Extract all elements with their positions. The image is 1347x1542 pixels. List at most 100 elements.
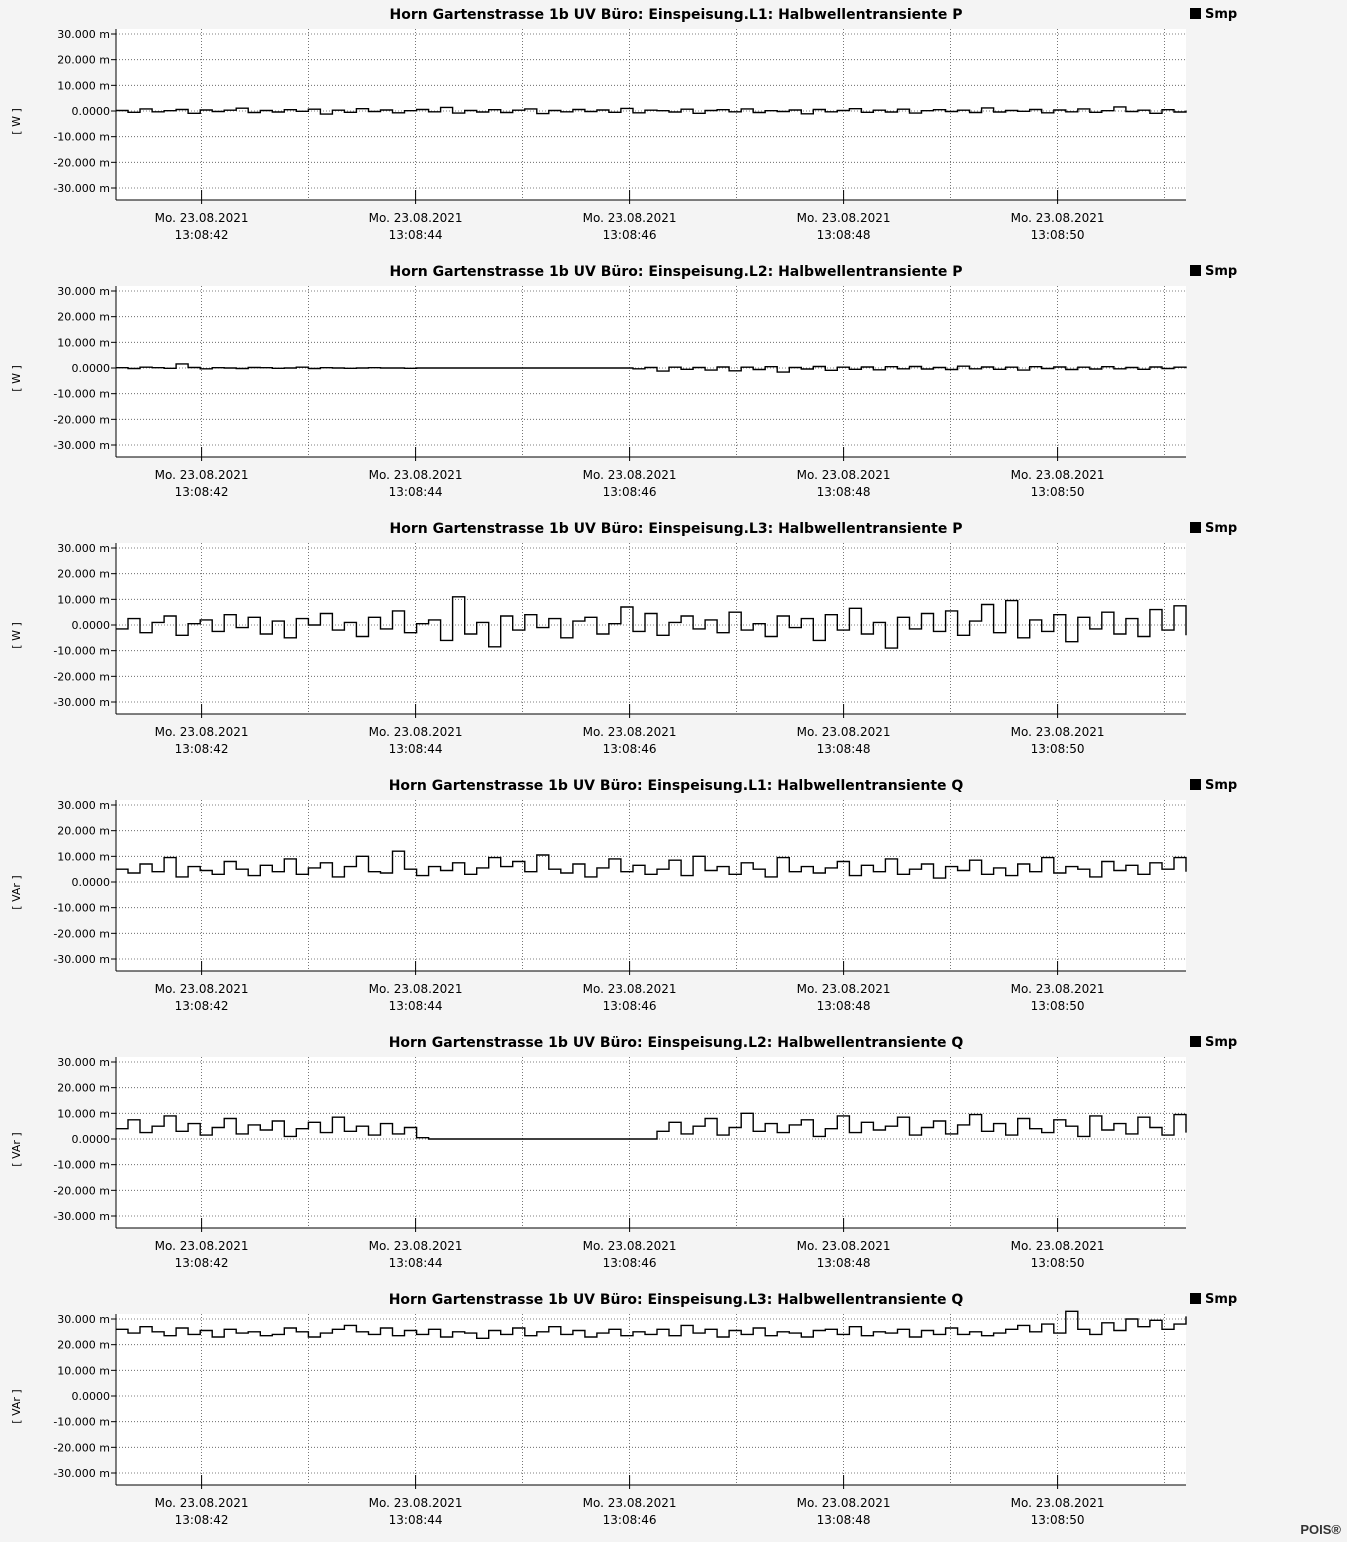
x-tick-date: Mo. 23.08.2021 bbox=[583, 982, 677, 996]
x-tick-time: 13:08:46 bbox=[603, 485, 657, 499]
y-axis-label: [ W ] bbox=[10, 365, 23, 391]
x-tick-time: 13:08:46 bbox=[603, 228, 657, 242]
x-tick-date: Mo. 23.08.2021 bbox=[583, 468, 677, 482]
y-tick-label: 20.000 m bbox=[57, 1082, 110, 1095]
x-tick-time: 13:08:44 bbox=[389, 228, 443, 242]
series-line bbox=[116, 1112, 1187, 1140]
x-tick-date: Mo. 23.08.2021 bbox=[583, 725, 677, 739]
chart-panel: Horn Gartenstrasse 1b UV Büro: Einspeisu… bbox=[0, 257, 1347, 514]
x-tick-time: 13:08:42 bbox=[175, 999, 229, 1013]
chart-title: Horn Gartenstrasse 1b UV Büro: Einspeisu… bbox=[389, 1292, 964, 1308]
x-tick-time: 13:08:46 bbox=[603, 1513, 657, 1527]
x-tick-date: Mo. 23.08.2021 bbox=[797, 1496, 891, 1510]
x-tick-date: Mo. 23.08.2021 bbox=[155, 211, 249, 225]
plot-area bbox=[116, 286, 1186, 457]
plot-area bbox=[116, 543, 1186, 714]
y-tick-label: -10.000 m bbox=[53, 902, 110, 915]
y-tick-label: 0.0000 bbox=[72, 1133, 111, 1146]
x-tick-date: Mo. 23.08.2021 bbox=[369, 725, 463, 739]
x-tick-date: Mo. 23.08.2021 bbox=[583, 1239, 677, 1253]
legend-label: Smp bbox=[1205, 1292, 1237, 1307]
legend-swatch bbox=[1190, 265, 1201, 276]
chart-title: Horn Gartenstrasse 1b UV Büro: Einspeisu… bbox=[389, 778, 964, 794]
chart-panel: Horn Gartenstrasse 1b UV Büro: Einspeisu… bbox=[0, 771, 1347, 1028]
y-tick-label: 30.000 m bbox=[57, 1056, 110, 1069]
y-tick-label: 10.000 m bbox=[57, 1107, 110, 1120]
chart-panel: Horn Gartenstrasse 1b UV Büro: Einspeisu… bbox=[0, 1028, 1347, 1285]
y-tick-label: 30.000 m bbox=[57, 542, 110, 555]
chart-title: Horn Gartenstrasse 1b UV Büro: Einspeisu… bbox=[390, 521, 963, 537]
x-tick-time: 13:08:42 bbox=[175, 485, 229, 499]
x-tick-date: Mo. 23.08.2021 bbox=[155, 468, 249, 482]
x-tick-date: Mo. 23.08.2021 bbox=[369, 982, 463, 996]
x-tick-time: 13:08:48 bbox=[817, 999, 871, 1013]
y-tick-label: 30.000 m bbox=[57, 285, 110, 298]
x-tick-date: Mo. 23.08.2021 bbox=[369, 211, 463, 225]
chart-panel: Horn Gartenstrasse 1b UV Büro: Einspeisu… bbox=[0, 1285, 1347, 1542]
y-tick-label: -10.000 m bbox=[53, 388, 110, 401]
legend-label: Smp bbox=[1205, 778, 1237, 793]
x-tick-date: Mo. 23.08.2021 bbox=[369, 1496, 463, 1510]
chart-svg: Horn Gartenstrasse 1b UV Büro: Einspeisu… bbox=[10, 1292, 1237, 1527]
legend-swatch bbox=[1190, 1293, 1201, 1304]
x-tick-time: 13:08:42 bbox=[175, 228, 229, 242]
x-tick-time: 13:08:42 bbox=[175, 1256, 229, 1270]
y-tick-label: 0.0000 bbox=[72, 876, 111, 889]
legend-swatch bbox=[1190, 522, 1201, 533]
x-tick-date: Mo. 23.08.2021 bbox=[797, 468, 891, 482]
x-tick-date: Mo. 23.08.2021 bbox=[1011, 982, 1105, 996]
series-line bbox=[116, 363, 1187, 373]
x-tick-time: 13:08:44 bbox=[389, 999, 443, 1013]
chart-svg: Horn Gartenstrasse 1b UV Büro: Einspeisu… bbox=[10, 264, 1237, 499]
x-tick-time: 13:08:48 bbox=[817, 742, 871, 756]
x-tick-time: 13:08:50 bbox=[1031, 1256, 1085, 1270]
x-tick-date: Mo. 23.08.2021 bbox=[369, 468, 463, 482]
y-tick-label: 0.0000 bbox=[72, 362, 111, 375]
y-tick-label: -30.000 m bbox=[53, 953, 110, 966]
y-axis-label: [ VAr ] bbox=[10, 1389, 23, 1423]
chart-panel: Horn Gartenstrasse 1b UV Büro: Einspeisu… bbox=[0, 0, 1347, 257]
y-tick-label: 10.000 m bbox=[57, 79, 110, 92]
x-tick-time: 13:08:48 bbox=[817, 228, 871, 242]
x-tick-time: 13:08:50 bbox=[1031, 228, 1085, 242]
brand-label: POIS® bbox=[1300, 1522, 1341, 1537]
x-tick-time: 13:08:48 bbox=[817, 485, 871, 499]
x-tick-date: Mo. 23.08.2021 bbox=[797, 1239, 891, 1253]
y-tick-label: 20.000 m bbox=[57, 54, 110, 67]
series-line bbox=[116, 106, 1187, 115]
x-tick-time: 13:08:42 bbox=[175, 742, 229, 756]
x-tick-time: 13:08:46 bbox=[603, 999, 657, 1013]
x-tick-date: Mo. 23.08.2021 bbox=[1011, 211, 1105, 225]
legend-label: Smp bbox=[1205, 7, 1237, 22]
y-tick-label: 0.0000 bbox=[72, 1390, 111, 1403]
y-tick-label: -30.000 m bbox=[53, 696, 110, 709]
chart-title: Horn Gartenstrasse 1b UV Büro: Einspeisu… bbox=[389, 1035, 964, 1051]
series-line bbox=[116, 1310, 1187, 1339]
y-axis-label: [ VAr ] bbox=[10, 1132, 23, 1166]
x-tick-date: Mo. 23.08.2021 bbox=[797, 211, 891, 225]
legend-label: Smp bbox=[1205, 264, 1237, 279]
x-tick-date: Mo. 23.08.2021 bbox=[1011, 1239, 1105, 1253]
y-tick-label: 20.000 m bbox=[57, 1339, 110, 1352]
x-tick-date: Mo. 23.08.2021 bbox=[1011, 468, 1105, 482]
chart-svg: Horn Gartenstrasse 1b UV Büro: Einspeisu… bbox=[10, 7, 1237, 242]
y-tick-label: -20.000 m bbox=[53, 927, 110, 940]
y-tick-label: 0.0000 bbox=[72, 105, 111, 118]
legend-label: Smp bbox=[1205, 1035, 1237, 1050]
y-tick-label: 30.000 m bbox=[57, 28, 110, 41]
y-axis-label: [ VAr ] bbox=[10, 875, 23, 909]
x-tick-time: 13:08:42 bbox=[175, 1513, 229, 1527]
chart-title: Horn Gartenstrasse 1b UV Büro: Einspeisu… bbox=[390, 7, 963, 23]
x-tick-time: 13:08:44 bbox=[389, 1256, 443, 1270]
x-tick-time: 13:08:48 bbox=[817, 1256, 871, 1270]
y-tick-label: -30.000 m bbox=[53, 182, 110, 195]
x-tick-time: 13:08:46 bbox=[603, 742, 657, 756]
y-tick-label: 10.000 m bbox=[57, 336, 110, 349]
chart-title: Horn Gartenstrasse 1b UV Büro: Einspeisu… bbox=[390, 264, 963, 280]
y-tick-label: -20.000 m bbox=[53, 413, 110, 426]
chart-svg: Horn Gartenstrasse 1b UV Büro: Einspeisu… bbox=[10, 521, 1237, 756]
series-line bbox=[116, 850, 1187, 879]
y-tick-label: 10.000 m bbox=[57, 1364, 110, 1377]
y-tick-label: 0.0000 bbox=[72, 619, 111, 632]
x-tick-time: 13:08:44 bbox=[389, 1513, 443, 1527]
